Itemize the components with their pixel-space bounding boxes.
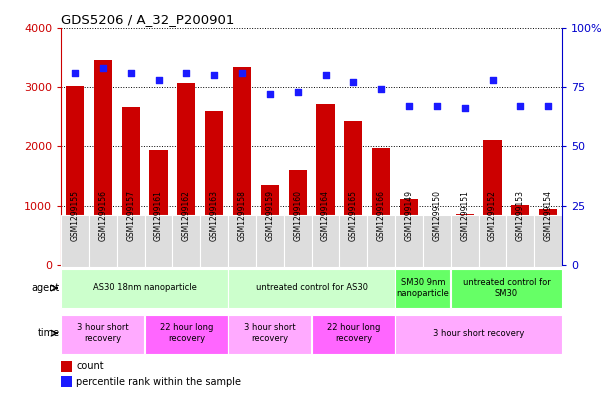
Point: [98, 65, 108, 71]
Bar: [456, 213, 474, 265]
Bar: [478, 215, 507, 267]
Bar: [507, 215, 534, 267]
Bar: [316, 104, 335, 265]
Text: GSM1299149: GSM1299149: [404, 190, 414, 241]
Bar: [117, 215, 145, 267]
Point: [153, 77, 163, 83]
Bar: [261, 185, 279, 265]
Bar: [233, 67, 251, 265]
Bar: [539, 209, 557, 265]
Bar: [145, 314, 227, 354]
Text: GSM1299151: GSM1299151: [460, 191, 469, 241]
Text: 3 hour short
recovery: 3 hour short recovery: [244, 323, 296, 343]
Bar: [400, 199, 418, 265]
Text: GSM1299157: GSM1299157: [126, 190, 135, 241]
Bar: [228, 215, 256, 267]
Bar: [451, 215, 478, 267]
Text: GSM1299153: GSM1299153: [516, 190, 525, 241]
Text: 22 hour long
recovery: 22 hour long recovery: [327, 323, 380, 343]
Text: GDS5206 / A_32_P200901: GDS5206 / A_32_P200901: [61, 13, 235, 26]
Text: AS30 18nm nanoparticle: AS30 18nm nanoparticle: [93, 283, 197, 292]
Text: GSM1299161: GSM1299161: [154, 191, 163, 241]
Text: GSM1299160: GSM1299160: [293, 190, 302, 241]
Bar: [61, 270, 227, 308]
Point: [432, 103, 442, 109]
Bar: [423, 215, 451, 267]
Point: [460, 105, 470, 112]
Text: GSM1299159: GSM1299159: [265, 190, 274, 241]
Text: GSM1299164: GSM1299164: [321, 190, 330, 241]
Text: GSM1299152: GSM1299152: [488, 191, 497, 241]
Point: [321, 72, 331, 78]
Bar: [395, 215, 423, 267]
Text: GSM1299166: GSM1299166: [377, 190, 386, 241]
Text: count: count: [76, 362, 104, 371]
Bar: [395, 314, 562, 354]
Bar: [145, 215, 172, 267]
Point: [210, 72, 219, 78]
Text: 3 hour short
recovery: 3 hour short recovery: [77, 323, 129, 343]
Point: [70, 70, 80, 76]
Bar: [200, 215, 228, 267]
Text: GSM1299165: GSM1299165: [349, 190, 358, 241]
Text: GSM1299154: GSM1299154: [544, 190, 553, 241]
Text: 3 hour short recovery: 3 hour short recovery: [433, 329, 524, 338]
Point: [181, 70, 191, 76]
Bar: [61, 215, 89, 267]
Bar: [66, 86, 84, 265]
Text: time: time: [38, 328, 60, 338]
Text: GSM1299158: GSM1299158: [238, 191, 246, 241]
Bar: [340, 215, 367, 267]
Point: [404, 103, 414, 109]
Bar: [367, 215, 395, 267]
Point: [376, 86, 386, 92]
Text: untreated control for AS30: untreated control for AS30: [255, 283, 368, 292]
Bar: [372, 148, 390, 265]
Bar: [61, 361, 72, 372]
Bar: [61, 376, 72, 387]
Bar: [94, 60, 112, 265]
Text: untreated control for
SM30: untreated control for SM30: [463, 278, 551, 298]
Bar: [345, 121, 362, 265]
Text: 22 hour long
recovery: 22 hour long recovery: [159, 323, 213, 343]
Point: [348, 79, 358, 85]
Point: [265, 91, 275, 97]
Text: percentile rank within the sample: percentile rank within the sample: [76, 377, 241, 387]
Text: GSM1299162: GSM1299162: [182, 191, 191, 241]
Bar: [177, 83, 196, 265]
Bar: [205, 111, 223, 265]
Bar: [451, 270, 562, 308]
Bar: [228, 314, 311, 354]
Text: agent: agent: [31, 283, 60, 293]
Bar: [312, 215, 340, 267]
Text: SM30 9nm
nanoparticle: SM30 9nm nanoparticle: [397, 278, 449, 298]
Bar: [483, 140, 502, 265]
Bar: [61, 314, 144, 354]
Bar: [534, 215, 562, 267]
Point: [237, 70, 247, 76]
Bar: [122, 107, 140, 265]
Point: [126, 70, 136, 76]
Text: GSM1299155: GSM1299155: [70, 190, 79, 241]
Text: GSM1299156: GSM1299156: [98, 190, 108, 241]
Bar: [228, 270, 395, 308]
Bar: [428, 217, 446, 265]
Bar: [150, 150, 167, 265]
Point: [293, 88, 302, 95]
Bar: [172, 215, 200, 267]
Point: [543, 103, 553, 109]
Point: [516, 103, 525, 109]
Text: GSM1299163: GSM1299163: [210, 190, 219, 241]
Point: [488, 77, 497, 83]
Bar: [395, 270, 450, 308]
Text: GSM1299150: GSM1299150: [433, 190, 441, 241]
Bar: [89, 215, 117, 267]
Bar: [256, 215, 284, 267]
Bar: [284, 215, 312, 267]
Bar: [288, 170, 307, 265]
Bar: [511, 205, 529, 265]
Bar: [312, 314, 395, 354]
